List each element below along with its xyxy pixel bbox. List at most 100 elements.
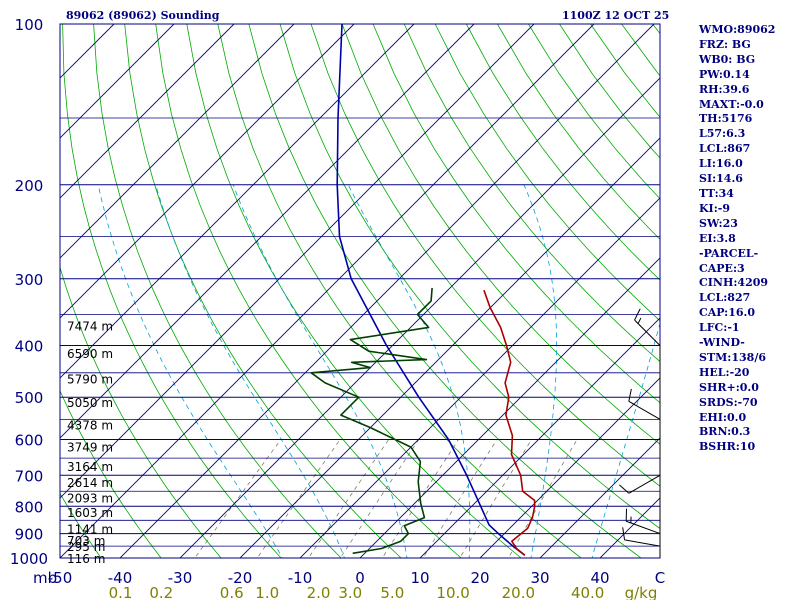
index-11: TT:34 xyxy=(699,186,734,200)
dry-adiabat xyxy=(93,24,342,558)
mixing-ratio-line xyxy=(339,439,420,558)
index-0: WMO:89062 xyxy=(699,23,776,36)
temperature-tick-label: -20 xyxy=(228,569,253,587)
wind-barb-flag xyxy=(622,527,626,540)
moist-adiabat xyxy=(155,184,345,558)
mixing-ratio-unit: g/kg xyxy=(625,584,658,600)
index-21: -WIND- xyxy=(699,336,745,350)
mixing-ratio-line xyxy=(256,439,341,558)
index-17: CINH:4209 xyxy=(699,276,769,290)
temperature-tick-label: 30 xyxy=(530,569,549,587)
isotherm xyxy=(60,24,475,439)
isotherm xyxy=(60,24,595,558)
isotherm xyxy=(60,24,355,319)
dry-adiabat xyxy=(310,24,660,487)
height-label: 5790 m xyxy=(67,372,113,386)
temperature-tick-label: 10 xyxy=(410,569,429,587)
isotherm xyxy=(179,77,660,558)
dry-adiabat xyxy=(60,389,162,558)
temperature-tick-label: -10 xyxy=(288,569,313,587)
mixing-ratio-label: 20.0 xyxy=(502,584,535,600)
isotherm xyxy=(299,197,660,558)
index-6: TH:5176 xyxy=(699,112,753,126)
wind-barb xyxy=(634,319,661,346)
pressure-tick-label: 1000 xyxy=(10,550,48,568)
pressure-tick-label: 700 xyxy=(15,467,44,485)
wind-barb-flag xyxy=(628,388,632,402)
plot-area xyxy=(0,24,660,569)
height-label: 703 m xyxy=(67,534,105,548)
sounding-datetime: 1100Z 12 OCT 25 xyxy=(562,9,670,22)
isotherm xyxy=(0,24,54,569)
stability-indices-panel: WMO:89062 FRZ: BG WB0: BG PW:0.14 RH:39.6 MAX… xyxy=(699,23,775,455)
temperature-tick-label: -50 xyxy=(48,569,73,587)
pressure-tick-label: 600 xyxy=(15,432,44,450)
isotherm xyxy=(239,137,660,558)
isotherm xyxy=(359,257,660,558)
isotherm xyxy=(479,377,660,558)
pressure-axis-label: mb xyxy=(33,569,57,587)
mixing-ratio-label: 2.0 xyxy=(307,584,331,600)
dry-adiabat xyxy=(341,24,660,445)
index-2: WB0: BG xyxy=(699,52,756,66)
temperature-tick-label: C xyxy=(655,569,665,587)
dry-adiabat xyxy=(372,24,660,404)
index-22: STM:138/6 xyxy=(699,350,766,364)
wind-barb xyxy=(628,474,661,494)
mixing-ratio-line xyxy=(308,439,390,558)
index-14: EI:3.8 xyxy=(699,231,736,245)
pressure-tick-label: 500 xyxy=(15,389,44,407)
isotherm xyxy=(60,24,295,259)
isotherm xyxy=(60,24,175,139)
dry-adiabat xyxy=(434,24,660,322)
height-label: 1141 m xyxy=(67,522,113,536)
temperature-tick-label: 20 xyxy=(470,569,489,587)
temperature-tick-label: -40 xyxy=(108,569,133,587)
mixing-ratio-label: 1.0 xyxy=(255,584,279,600)
index-28: BSHR:10 xyxy=(699,440,756,454)
mixing-ratio-label: 0.2 xyxy=(149,584,173,600)
moist-adiabat xyxy=(97,184,283,558)
mixing-ratio-line xyxy=(422,439,498,558)
dry-adiabat xyxy=(60,265,222,558)
pressure-tick-label: 800 xyxy=(15,498,44,516)
index-1: FRZ: BG xyxy=(699,37,751,51)
index-13: SW:23 xyxy=(699,216,738,230)
wind-barb-flag xyxy=(634,308,641,321)
isotherm xyxy=(419,317,660,558)
height-label: 2614 m xyxy=(67,476,113,490)
pressure-tick-label: 100 xyxy=(15,16,44,34)
parcel-trace-line xyxy=(336,24,526,556)
index-23: HEL:-20 xyxy=(699,365,750,379)
index-7: L57:6.3 xyxy=(699,127,746,141)
moist-adiabat xyxy=(347,184,471,558)
mixing-ratio-label: 10.0 xyxy=(436,584,469,600)
index-20: LFC:-1 xyxy=(699,321,740,335)
height-label: 5050 m xyxy=(67,396,113,410)
index-24: SHR+:0.0 xyxy=(699,380,759,394)
dry-adiabat xyxy=(62,24,282,558)
temperature-line xyxy=(483,289,536,556)
moist-adiabat xyxy=(232,184,408,558)
dewpoint-line xyxy=(310,287,433,555)
mixing-ratio-label: 3.0 xyxy=(338,584,362,600)
isotherm xyxy=(60,24,535,499)
isotherm xyxy=(539,437,660,558)
height-label: 116 m xyxy=(67,552,105,566)
dry-adiabat xyxy=(403,24,660,363)
index-10: SI:14.6 xyxy=(699,172,743,186)
wind-barb xyxy=(628,400,661,420)
height-label: 6590 m xyxy=(67,347,113,361)
index-25: SRDS:-70 xyxy=(699,395,758,409)
height-label: 295 m xyxy=(67,540,105,554)
isotherm xyxy=(60,24,415,379)
isotherm xyxy=(119,24,655,558)
pressure-tick-label: 400 xyxy=(15,338,44,356)
index-9: LI:16.0 xyxy=(699,157,743,171)
isotherm xyxy=(60,24,235,199)
mixing-ratio-line xyxy=(459,439,532,558)
wind-barb xyxy=(626,520,661,535)
plot-frame xyxy=(59,23,661,559)
pressure-tick-label: 900 xyxy=(15,526,44,544)
